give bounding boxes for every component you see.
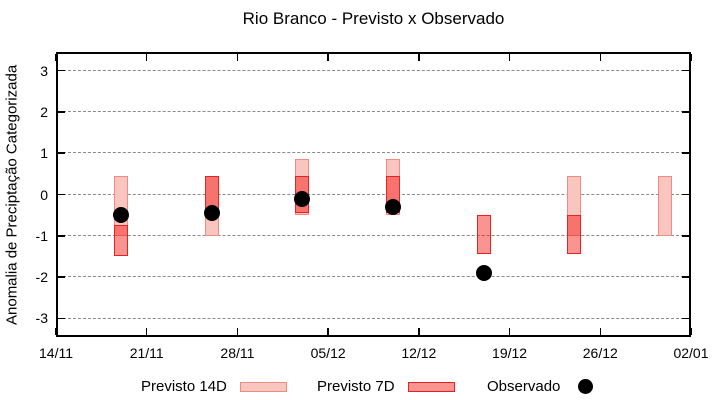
y-gridline [58, 276, 689, 278]
x-tick-mark [145, 328, 148, 335]
y-tick-mark [58, 317, 65, 320]
y-gridline [58, 317, 689, 319]
x-tick-mark [236, 54, 239, 61]
legend-item-previsto-7d: Previsto 7D [317, 378, 455, 395]
x-tick-label: 21/11 [129, 345, 164, 361]
x-tick-mark [145, 54, 148, 61]
x-tick-mark [690, 328, 692, 335]
legend-label-previsto-7d: Previsto 7D [317, 378, 395, 395]
legend-swatch-previsto-14d [239, 381, 287, 392]
y-tick-mark [682, 235, 689, 237]
x-tick-mark [327, 328, 329, 335]
observed-dot [475, 264, 492, 281]
y-tick-label: 0 [40, 186, 48, 203]
x-tick-label: 14/11 [39, 345, 73, 361]
x-tick-mark [599, 328, 602, 335]
y-gridline [58, 235, 689, 237]
y-tick-mark [58, 152, 65, 154]
x-tick-label: 02/01 [673, 345, 709, 361]
legend-label-previsto-14d: Previsto 14D [141, 378, 227, 395]
y-tick-label: 2 [40, 103, 48, 120]
plot-area [55, 52, 692, 337]
forecast-7d-bar [113, 225, 128, 257]
y-tick-mark [682, 276, 689, 278]
x-tick-mark [418, 328, 420, 335]
y-tick-mark [682, 317, 689, 320]
legend-observed-dot-icon [578, 379, 594, 394]
forecast-7d-bar [567, 215, 582, 255]
x-tick-mark [599, 54, 602, 61]
y-tick-mark [682, 152, 689, 154]
y-tick-mark [682, 193, 689, 196]
y-tick-label: 3 [40, 62, 48, 79]
legend-item-previsto-14d: Previsto 14D [141, 378, 287, 395]
x-tick-label: 19/12 [492, 345, 528, 361]
chart-title: Rio Branco - Previsto x Observado [242, 9, 505, 28]
x-tick-label: 05/12 [310, 345, 346, 361]
y-tick-label: -1 [35, 227, 48, 244]
forecast-14d-bar [567, 175, 582, 236]
y-tick-label: 1 [40, 145, 48, 162]
y-gridline [58, 69, 689, 71]
y-tick-mark [682, 111, 689, 113]
y-gridline [58, 111, 689, 113]
x-tick-mark [236, 328, 239, 335]
x-tick-mark [418, 54, 420, 61]
y-tick-label: -2 [35, 269, 48, 286]
forecast-14d-bar [658, 175, 673, 236]
y-tick-mark [58, 193, 65, 196]
x-tick-label: 12/12 [401, 345, 437, 361]
y-tick-mark [682, 69, 689, 72]
y-tick-label: -3 [35, 310, 48, 327]
y-gridline [58, 152, 689, 154]
x-tick-label: 26/12 [582, 345, 618, 361]
legend-swatch-previsto-7d [407, 381, 455, 392]
y-tick-mark [58, 69, 65, 72]
x-tick-mark [508, 328, 511, 335]
y-tick-mark [58, 235, 65, 237]
y-tick-mark [58, 276, 65, 278]
x-tick-mark [508, 54, 511, 61]
x-tick-mark [55, 328, 57, 335]
y-tick-mark [58, 111, 65, 113]
legend-item-observado: Observado [487, 378, 594, 395]
observed-dot [203, 205, 220, 222]
forecast-7d-bar [476, 215, 491, 255]
y-gridline [58, 193, 689, 195]
observed-dot [112, 207, 129, 224]
observed-dot [294, 190, 311, 207]
observed-dot [384, 198, 401, 215]
legend-label-observado: Observado [487, 378, 561, 395]
x-tick-mark [327, 54, 329, 61]
x-tick-mark [690, 54, 692, 61]
x-tick-mark [55, 54, 57, 61]
x-tick-label: 28/11 [220, 345, 255, 361]
